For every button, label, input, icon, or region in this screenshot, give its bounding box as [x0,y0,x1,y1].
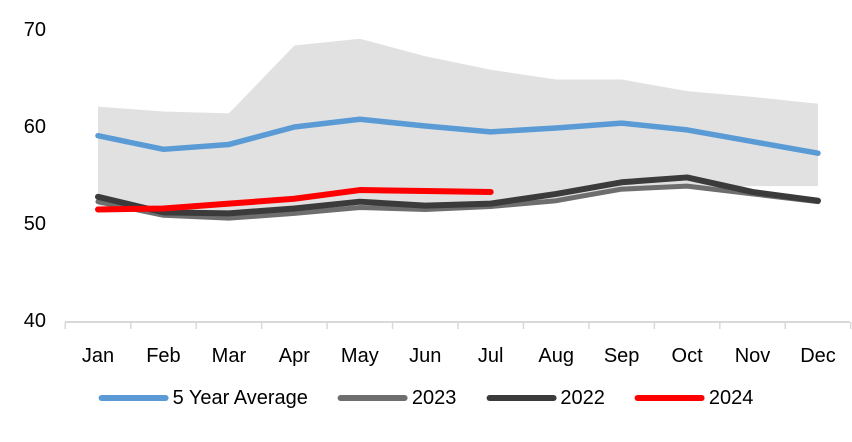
legend-label-2022: 2022 [560,387,605,409]
x-axis-label-jul: Jul [477,345,504,367]
legend-label-2023: 2023 [411,387,457,409]
legend-label-5-year-average: 5 Year Average [172,387,308,409]
y-axis-label-60: 60 [23,116,46,138]
series-2024-line [95,187,494,213]
chart-legend: 5 Year Average 2023 2022 2024 [98,387,754,409]
legend-swatch-2023 [337,395,408,401]
x-axis-label-oct: Oct [671,345,703,367]
x-axis-label-nov: Nov [734,345,771,367]
legend-label-2024: 2024 [708,387,754,409]
legend-item-2023: 2023 [337,387,457,409]
legend-swatch-2024 [634,395,705,401]
legend-swatch-2022 [486,395,557,401]
x-axis-label-apr: Apr [278,345,310,367]
x-axis-label-dec: Dec [800,345,836,367]
legend-swatch-5-year-average [98,395,169,401]
legend-item-5-year-average: 5 Year Average [98,387,308,409]
x-axis-label-aug: Aug [538,345,574,367]
y-axis-label-40: 40 [23,310,46,332]
x-axis-label-mar: Mar [211,345,247,367]
x-axis-label-sep: Sep [603,345,640,367]
x-axis-label-feb: Feb [146,345,181,367]
x-axis-label-may: May [340,345,379,367]
legend-item-2022: 2022 [486,387,605,409]
y-axis-label-70: 70 [23,19,46,41]
x-axis-label-jun: Jun [409,345,442,367]
series-2022-line [95,174,821,217]
legend-item-2024: 2024 [634,387,754,409]
x-axis-label-jan: Jan [81,345,115,367]
series-2023-line [95,183,821,221]
series-5-year-average-line [95,116,821,156]
y-axis-label-50: 50 [23,213,46,235]
